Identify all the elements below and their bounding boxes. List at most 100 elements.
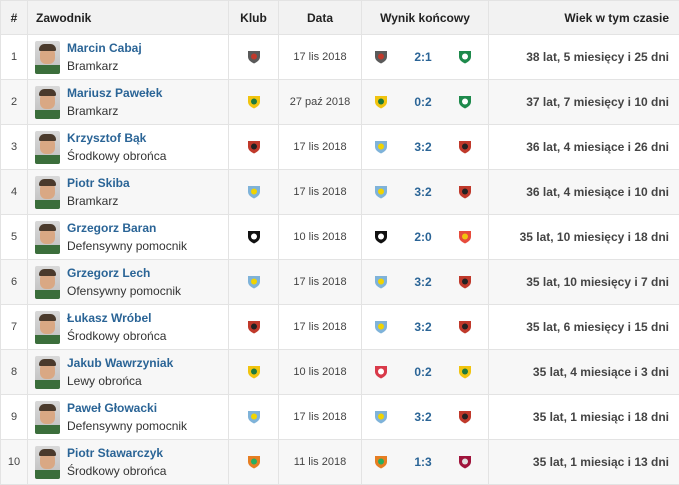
score-link[interactable]: 1:3 xyxy=(414,455,431,469)
score-link[interactable]: 3:2 xyxy=(414,320,431,334)
crest-orange-green-icon[interactable] xyxy=(374,455,388,469)
club-cell xyxy=(229,125,279,170)
score-link[interactable]: 3:2 xyxy=(414,410,431,424)
row-number-cell: 5 xyxy=(1,215,28,260)
row-number-cell: 6 xyxy=(1,260,28,305)
player-photo[interactable] xyxy=(35,311,60,344)
crest-blue-striped-icon[interactable] xyxy=(374,275,388,289)
player-name-link[interactable]: Piotr Stawarczyk xyxy=(67,444,166,462)
crest-red-circle-icon[interactable] xyxy=(458,185,472,199)
crest-yellow-green-icon[interactable] xyxy=(458,365,472,379)
crest-green-circle-icon[interactable] xyxy=(458,95,472,109)
crest-blue-striped-icon[interactable] xyxy=(374,320,388,334)
player-name-link[interactable]: Piotr Skiba xyxy=(67,174,130,192)
player-name-link[interactable]: Marcin Cabaj xyxy=(67,39,142,57)
header-result[interactable]: Wynik końcowy xyxy=(362,1,489,35)
crest-red-yellow-icon[interactable] xyxy=(458,230,472,244)
player-name-link[interactable]: Grzegorz Lech xyxy=(67,264,181,282)
age-value: 35 lat, 4 miesiące i 3 dni xyxy=(533,365,669,379)
player-name-link[interactable]: Mariusz Pawełek xyxy=(67,84,162,102)
result-group: 3:2 xyxy=(362,320,488,334)
score-link[interactable]: 3:2 xyxy=(414,185,431,199)
age-value: 35 lat, 1 miesiąc i 13 dni xyxy=(533,455,669,469)
crest-yellow-green-icon[interactable] xyxy=(247,365,261,379)
player-photo[interactable] xyxy=(35,41,60,74)
crest-yellow-green-icon[interactable] xyxy=(247,95,261,109)
player-photo[interactable] xyxy=(35,401,60,434)
score-link[interactable]: 2:1 xyxy=(414,50,431,64)
crest-red-circle-icon[interactable] xyxy=(458,410,472,424)
crest-red-circle-icon[interactable] xyxy=(458,320,472,334)
result-group: 3:2 xyxy=(362,185,488,199)
crest-black-white-icon[interactable] xyxy=(247,230,261,244)
player-name-link[interactable]: Paweł Głowacki xyxy=(67,399,187,417)
score-link[interactable]: 2:0 xyxy=(414,230,431,244)
age-value: 36 lat, 4 miesiące i 10 dni xyxy=(526,185,669,199)
player-photo[interactable] xyxy=(35,356,60,389)
player-position: Lewy obrońca xyxy=(67,372,173,390)
crest-yellow-green-icon[interactable] xyxy=(374,95,388,109)
age-cell: 35 lat, 10 miesięcy i 18 dni xyxy=(489,215,679,260)
result-group: 2:0 xyxy=(362,230,488,244)
header-age[interactable]: Wiek w tym czasie xyxy=(489,1,679,35)
row-number: 4 xyxy=(11,186,17,198)
player-photo[interactable] xyxy=(35,86,60,119)
player-name-link[interactable]: Grzegorz Baran xyxy=(67,219,187,237)
player-name-link[interactable]: Krzysztof Bąk xyxy=(67,129,166,147)
age-cell: 38 lat, 5 miesięcy i 25 dni xyxy=(489,35,679,80)
crest-blue-striped-icon[interactable] xyxy=(247,185,261,199)
club-cell xyxy=(229,395,279,440)
row-number: 3 xyxy=(11,141,17,153)
player-photo[interactable] xyxy=(35,221,60,254)
crest-green-circle-icon[interactable] xyxy=(458,50,472,64)
header-player[interactable]: Zawodnik xyxy=(28,1,229,35)
player-position: Bramkarz xyxy=(67,57,142,75)
crest-crimson-icon[interactable] xyxy=(458,455,472,469)
player-photo[interactable] xyxy=(35,446,60,479)
crest-blue-striped-icon[interactable] xyxy=(247,275,261,289)
crest-red-white-icon[interactable] xyxy=(374,365,388,379)
crest-blue-striped-icon[interactable] xyxy=(374,410,388,424)
club-cell xyxy=(229,350,279,395)
crest-triangle-icon[interactable] xyxy=(247,50,261,64)
crest-red-circle-icon[interactable] xyxy=(458,140,472,154)
player-photo[interactable] xyxy=(35,266,60,299)
crest-black-white-icon[interactable] xyxy=(374,230,388,244)
player-name-link[interactable]: Jakub Wawrzyniak xyxy=(67,354,173,372)
header-date[interactable]: Data xyxy=(279,1,362,35)
crest-blue-striped-icon[interactable] xyxy=(374,140,388,154)
player-position: Środkowy obrońca xyxy=(67,147,166,165)
age-cell: 37 lat, 7 miesięcy i 10 dni xyxy=(489,80,679,125)
club-cell xyxy=(229,260,279,305)
score-link[interactable]: 0:2 xyxy=(414,95,431,109)
match-date: 17 lis 2018 xyxy=(293,321,346,333)
score-link[interactable]: 0:2 xyxy=(414,365,431,379)
row-number-cell: 2 xyxy=(1,80,28,125)
table-header: # Zawodnik Klub Data Wynik końcowy Wiek … xyxy=(1,1,679,35)
result-cell: 1:3 xyxy=(362,440,489,485)
player-photo[interactable] xyxy=(35,176,60,209)
score-link[interactable]: 3:2 xyxy=(414,140,431,154)
score-link[interactable]: 3:2 xyxy=(414,275,431,289)
crest-orange-green-icon[interactable] xyxy=(247,455,261,469)
club-cell xyxy=(229,35,279,80)
crest-blue-striped-icon[interactable] xyxy=(247,410,261,424)
age-value: 35 lat, 6 miesięcy i 15 dni xyxy=(526,320,669,334)
player-photo[interactable] xyxy=(35,131,60,164)
crest-red-circle-icon[interactable] xyxy=(247,140,261,154)
result-group: 3:2 xyxy=(362,410,488,424)
result-cell: 3:2 xyxy=(362,305,489,350)
crest-red-circle-icon[interactable] xyxy=(458,275,472,289)
date-cell: 27 paź 2018 xyxy=(279,80,362,125)
header-num[interactable]: # xyxy=(1,1,28,35)
result-group: 3:2 xyxy=(362,275,488,289)
date-cell: 17 lis 2018 xyxy=(279,305,362,350)
player-name-link[interactable]: Łukasz Wróbel xyxy=(67,309,166,327)
crest-blue-striped-icon[interactable] xyxy=(374,185,388,199)
crest-triangle-icon[interactable] xyxy=(374,50,388,64)
header-club[interactable]: Klub xyxy=(229,1,279,35)
crest-red-circle-icon[interactable] xyxy=(247,320,261,334)
result-group: 0:2 xyxy=(362,365,488,379)
